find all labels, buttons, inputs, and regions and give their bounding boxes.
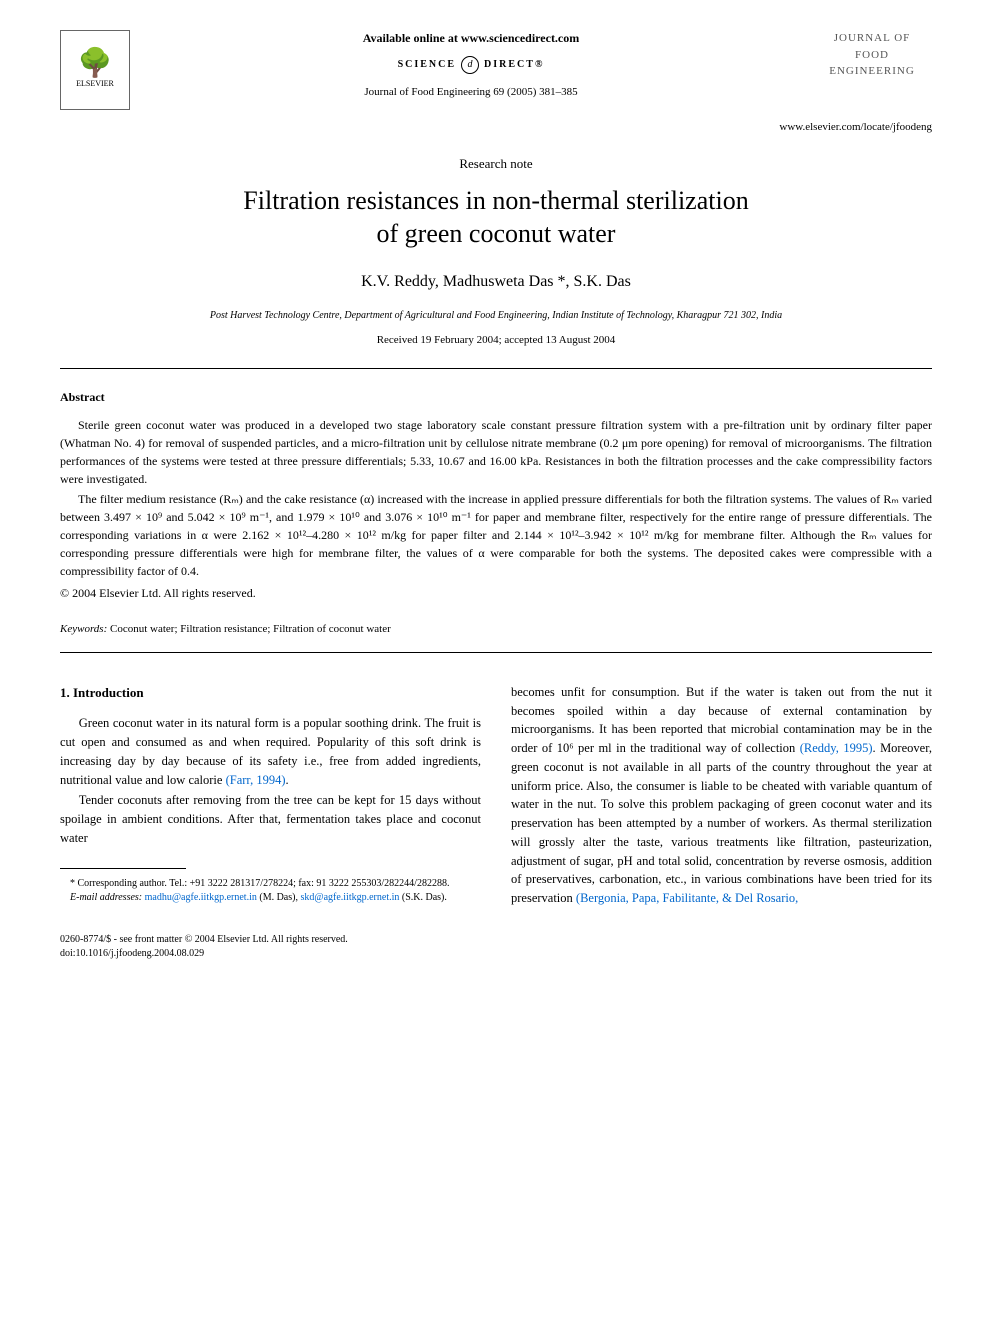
keywords-text: Coconut water; Filtration resistance; Fi… bbox=[107, 623, 390, 635]
elsevier-logo: 🌳 ELSEVIER bbox=[60, 30, 130, 110]
email-label: E-mail addresses: bbox=[70, 892, 142, 903]
footnote-divider bbox=[60, 868, 186, 869]
header-center: Available online at www.sciencedirect.co… bbox=[130, 30, 812, 100]
journal-title-line3: ENGINEERING bbox=[812, 63, 932, 80]
title-line1: Filtration resistances in non-thermal st… bbox=[243, 186, 748, 215]
email1-link[interactable]: madhu@agfe.iitkgp.ernet.in bbox=[145, 892, 257, 903]
journal-title-box: JOURNAL OF FOOD ENGINEERING bbox=[812, 30, 932, 80]
keywords-section: Keywords: Coconut water; Filtration resi… bbox=[60, 622, 932, 637]
citation-farr[interactable]: (Farr, 1994) bbox=[226, 773, 286, 787]
article-dates: Received 19 February 2004; accepted 13 A… bbox=[60, 333, 932, 348]
article-type: Research note bbox=[60, 155, 932, 173]
journal-title-line2: FOOD bbox=[812, 47, 932, 64]
footer-info: 0260-8774/$ - see front matter © 2004 El… bbox=[60, 933, 932, 961]
corresponding-author: * Corresponding author. Tel.: +91 3222 2… bbox=[60, 877, 481, 891]
footer-doi: doi:10.1016/j.jfoodeng.2004.08.029 bbox=[60, 947, 932, 961]
article-header: 🌳 ELSEVIER Available online at www.scien… bbox=[60, 30, 932, 135]
science-direct-logo: SCIENCE d DIRECT® bbox=[150, 55, 792, 75]
footnote-section: * Corresponding author. Tel.: +91 3222 2… bbox=[60, 877, 481, 905]
elsevier-name: ELSEVIER bbox=[76, 78, 114, 89]
divider-top bbox=[60, 368, 932, 369]
email-addresses: E-mail addresses: madhu@agfe.iitkgp.erne… bbox=[60, 891, 481, 905]
right-column: becomes unfit for consumption. But if th… bbox=[511, 683, 932, 908]
sd-text-right: DIRECT® bbox=[484, 58, 544, 72]
abstract-para2: The filter medium resistance (Rₘ) and th… bbox=[60, 490, 932, 580]
footer-issn: 0260-8774/$ - see front matter © 2004 El… bbox=[60, 933, 932, 947]
locate-url: www.elsevier.com/locate/jfoodeng bbox=[60, 120, 932, 135]
affiliation: Post Harvest Technology Centre, Departme… bbox=[60, 309, 932, 323]
abstract-heading: Abstract bbox=[60, 389, 932, 406]
authors: K.V. Reddy, Madhusweta Das *, S.K. Das bbox=[60, 271, 932, 293]
journal-title-line1: JOURNAL OF bbox=[812, 30, 932, 47]
divider-bottom bbox=[60, 652, 932, 653]
intro-para1: Green coconut water in its natural form … bbox=[60, 714, 481, 789]
right-para1-mid: . Moreover, green coconut is not availab… bbox=[511, 741, 932, 905]
header-top-row: 🌳 ELSEVIER Available online at www.scien… bbox=[60, 30, 932, 110]
paper-title: Filtration resistances in non-thermal st… bbox=[60, 184, 932, 252]
sd-text-left: SCIENCE bbox=[398, 58, 456, 72]
abstract-section: Abstract Sterile green coconut water was… bbox=[60, 389, 932, 602]
email2-link[interactable]: skd@agfe.iitkgp.ernet.in bbox=[300, 892, 399, 903]
abstract-para1: Sterile green coconut water was produced… bbox=[60, 416, 932, 488]
journal-reference: Journal of Food Engineering 69 (2005) 38… bbox=[150, 85, 792, 100]
abstract-copyright: © 2004 Elsevier Ltd. All rights reserved… bbox=[60, 585, 932, 602]
elsevier-tree-icon: 🌳 bbox=[78, 50, 113, 78]
intro-heading: 1. Introduction bbox=[60, 683, 481, 703]
main-content: 1. Introduction Green coconut water in i… bbox=[60, 683, 932, 908]
keywords-label: Keywords: bbox=[60, 623, 107, 635]
title-line2: of green coconut water bbox=[377, 219, 616, 248]
left-column: 1. Introduction Green coconut water in i… bbox=[60, 683, 481, 908]
email2-name: (S.K. Das). bbox=[399, 892, 447, 903]
intro-para-right: becomes unfit for consumption. But if th… bbox=[511, 683, 932, 908]
available-online-text: Available online at www.sciencedirect.co… bbox=[150, 30, 792, 47]
citation-bergonia[interactable]: (Bergonia, Papa, Fabilitante, & Del Rosa… bbox=[576, 891, 798, 905]
intro-para1-end: . bbox=[285, 773, 288, 787]
intro-para2: Tender coconuts after removing from the … bbox=[60, 791, 481, 847]
sd-circle-icon: d bbox=[461, 56, 479, 74]
citation-reddy[interactable]: (Reddy, 1995) bbox=[800, 741, 873, 755]
email1-name: (M. Das), bbox=[257, 892, 301, 903]
